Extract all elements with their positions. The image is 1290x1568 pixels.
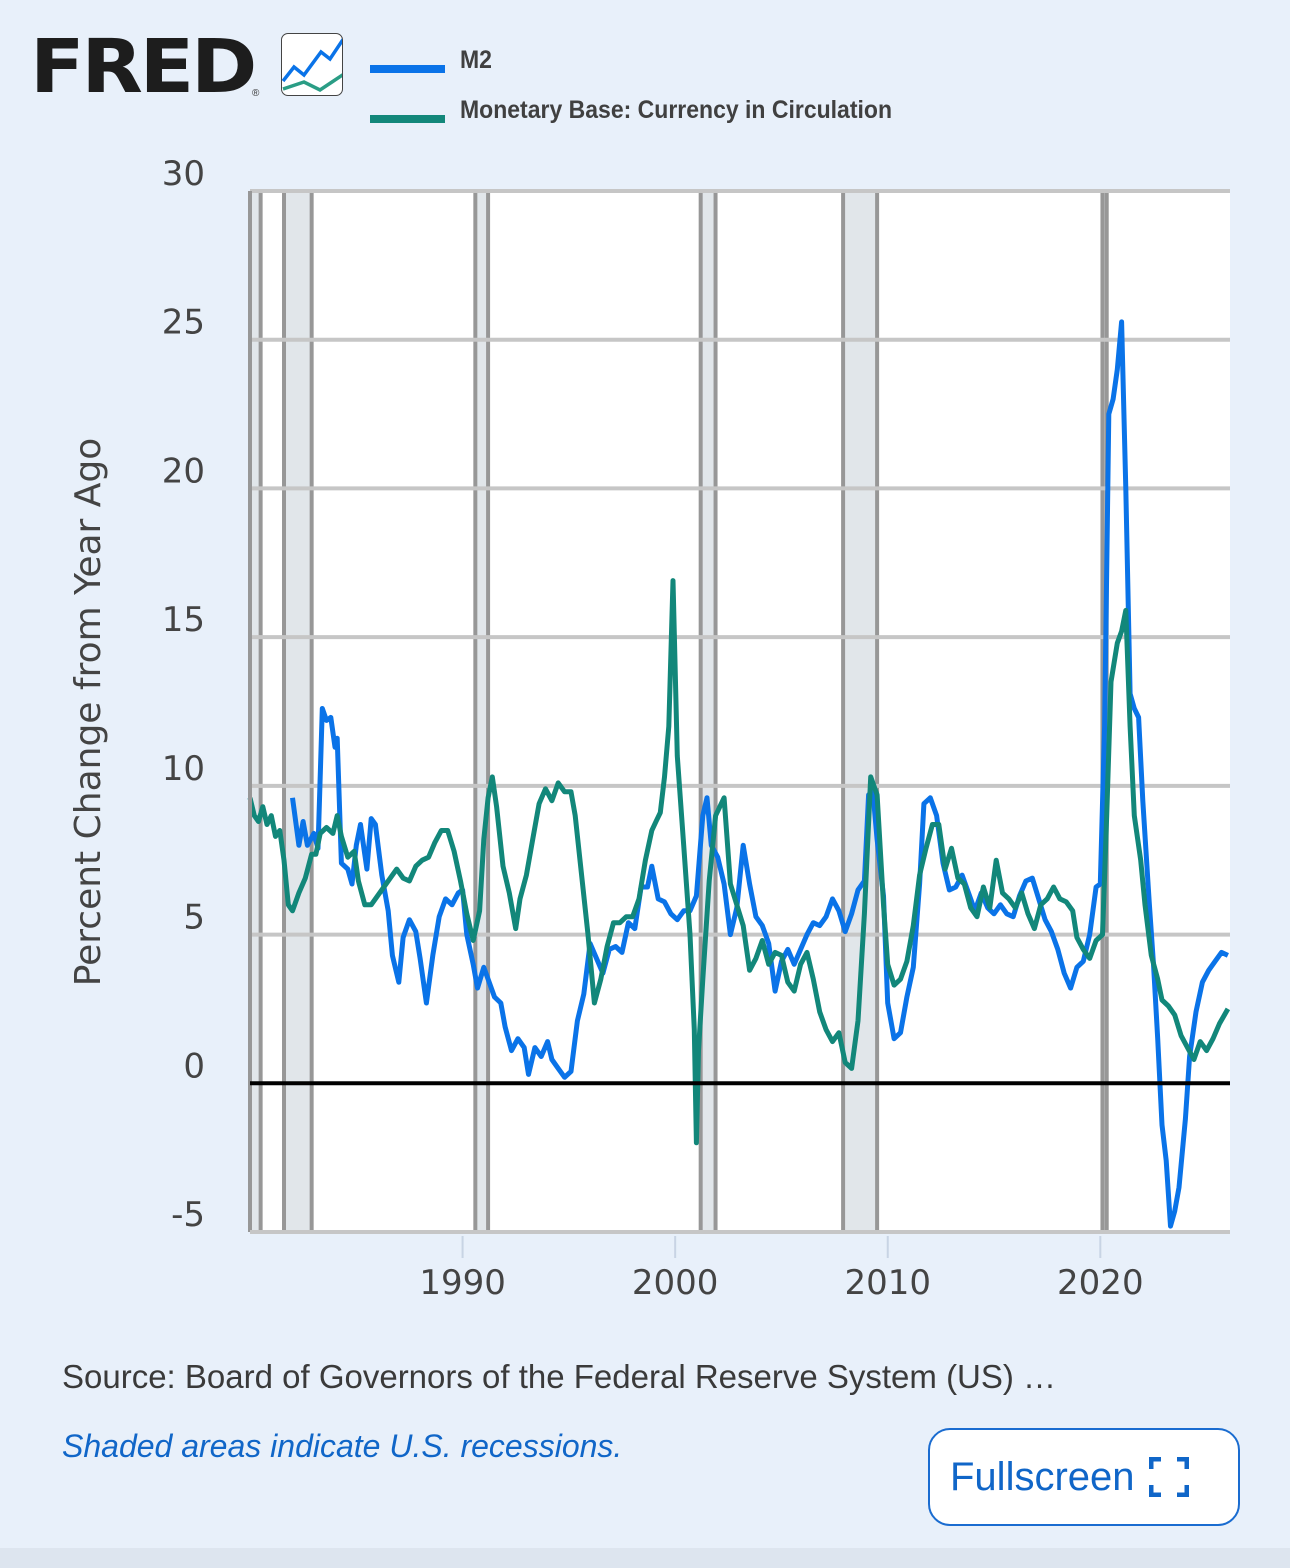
recession-band — [284, 191, 312, 1232]
bottom-divider — [0, 1548, 1290, 1568]
y-tick-label: -5 — [171, 1195, 205, 1235]
line-chart-icon — [281, 33, 343, 96]
y-axis-label: Percent Change from Year Ago — [68, 438, 109, 987]
fullscreen-button[interactable]: Fullscreen — [928, 1428, 1240, 1526]
x-tick-label: 2010 — [844, 1263, 931, 1303]
y-tick-label: 30 — [162, 154, 205, 194]
series-line-currency — [247, 578, 1231, 1146]
y-tick-label: 25 — [162, 303, 205, 343]
x-tick-label: 1990 — [419, 1263, 506, 1303]
plot-area — [250, 191, 1230, 1232]
x-tick-label: 2020 — [1057, 1263, 1144, 1303]
legend-label-currency: Monetary Base: Currency in Circulation — [460, 96, 892, 124]
series-lines — [247, 319, 1231, 1229]
expand-icon — [1148, 1456, 1190, 1498]
legend-label-m2: M2 — [460, 46, 492, 74]
fullscreen-label: Fullscreen — [950, 1454, 1135, 1499]
source-text: Source: Board of Governors of the Federa… — [62, 1358, 1057, 1395]
fred-logo: FRED — [30, 24, 257, 110]
series-line-m2 — [290, 319, 1229, 1229]
recession-band — [843, 191, 878, 1232]
chart-area: -5 0 5 10 15 20 25 30 1990 2000 2010 2020 Percent C… — [68, 154, 1231, 1303]
y-tick-label: 15 — [162, 600, 205, 640]
recession-note: Shaded areas indicate U.S. recessions. — [62, 1428, 623, 1464]
axes: -5 0 5 10 15 20 25 30 1990 2000 2010 2020 — [162, 154, 1230, 1303]
y-tick-label: 0 — [183, 1046, 205, 1086]
y-tick-label: 5 — [183, 898, 205, 938]
y-tick-label: 10 — [162, 749, 205, 789]
recession-band — [700, 191, 716, 1232]
registered-mark: ® — [252, 88, 260, 99]
x-tick-label: 2000 — [632, 1263, 719, 1303]
y-tick-label: 20 — [162, 451, 205, 491]
legend-swatch-m2 — [370, 65, 445, 73]
recession-band — [250, 191, 261, 1232]
plot-background — [250, 191, 1230, 1232]
legend-swatch-currency — [370, 115, 445, 123]
